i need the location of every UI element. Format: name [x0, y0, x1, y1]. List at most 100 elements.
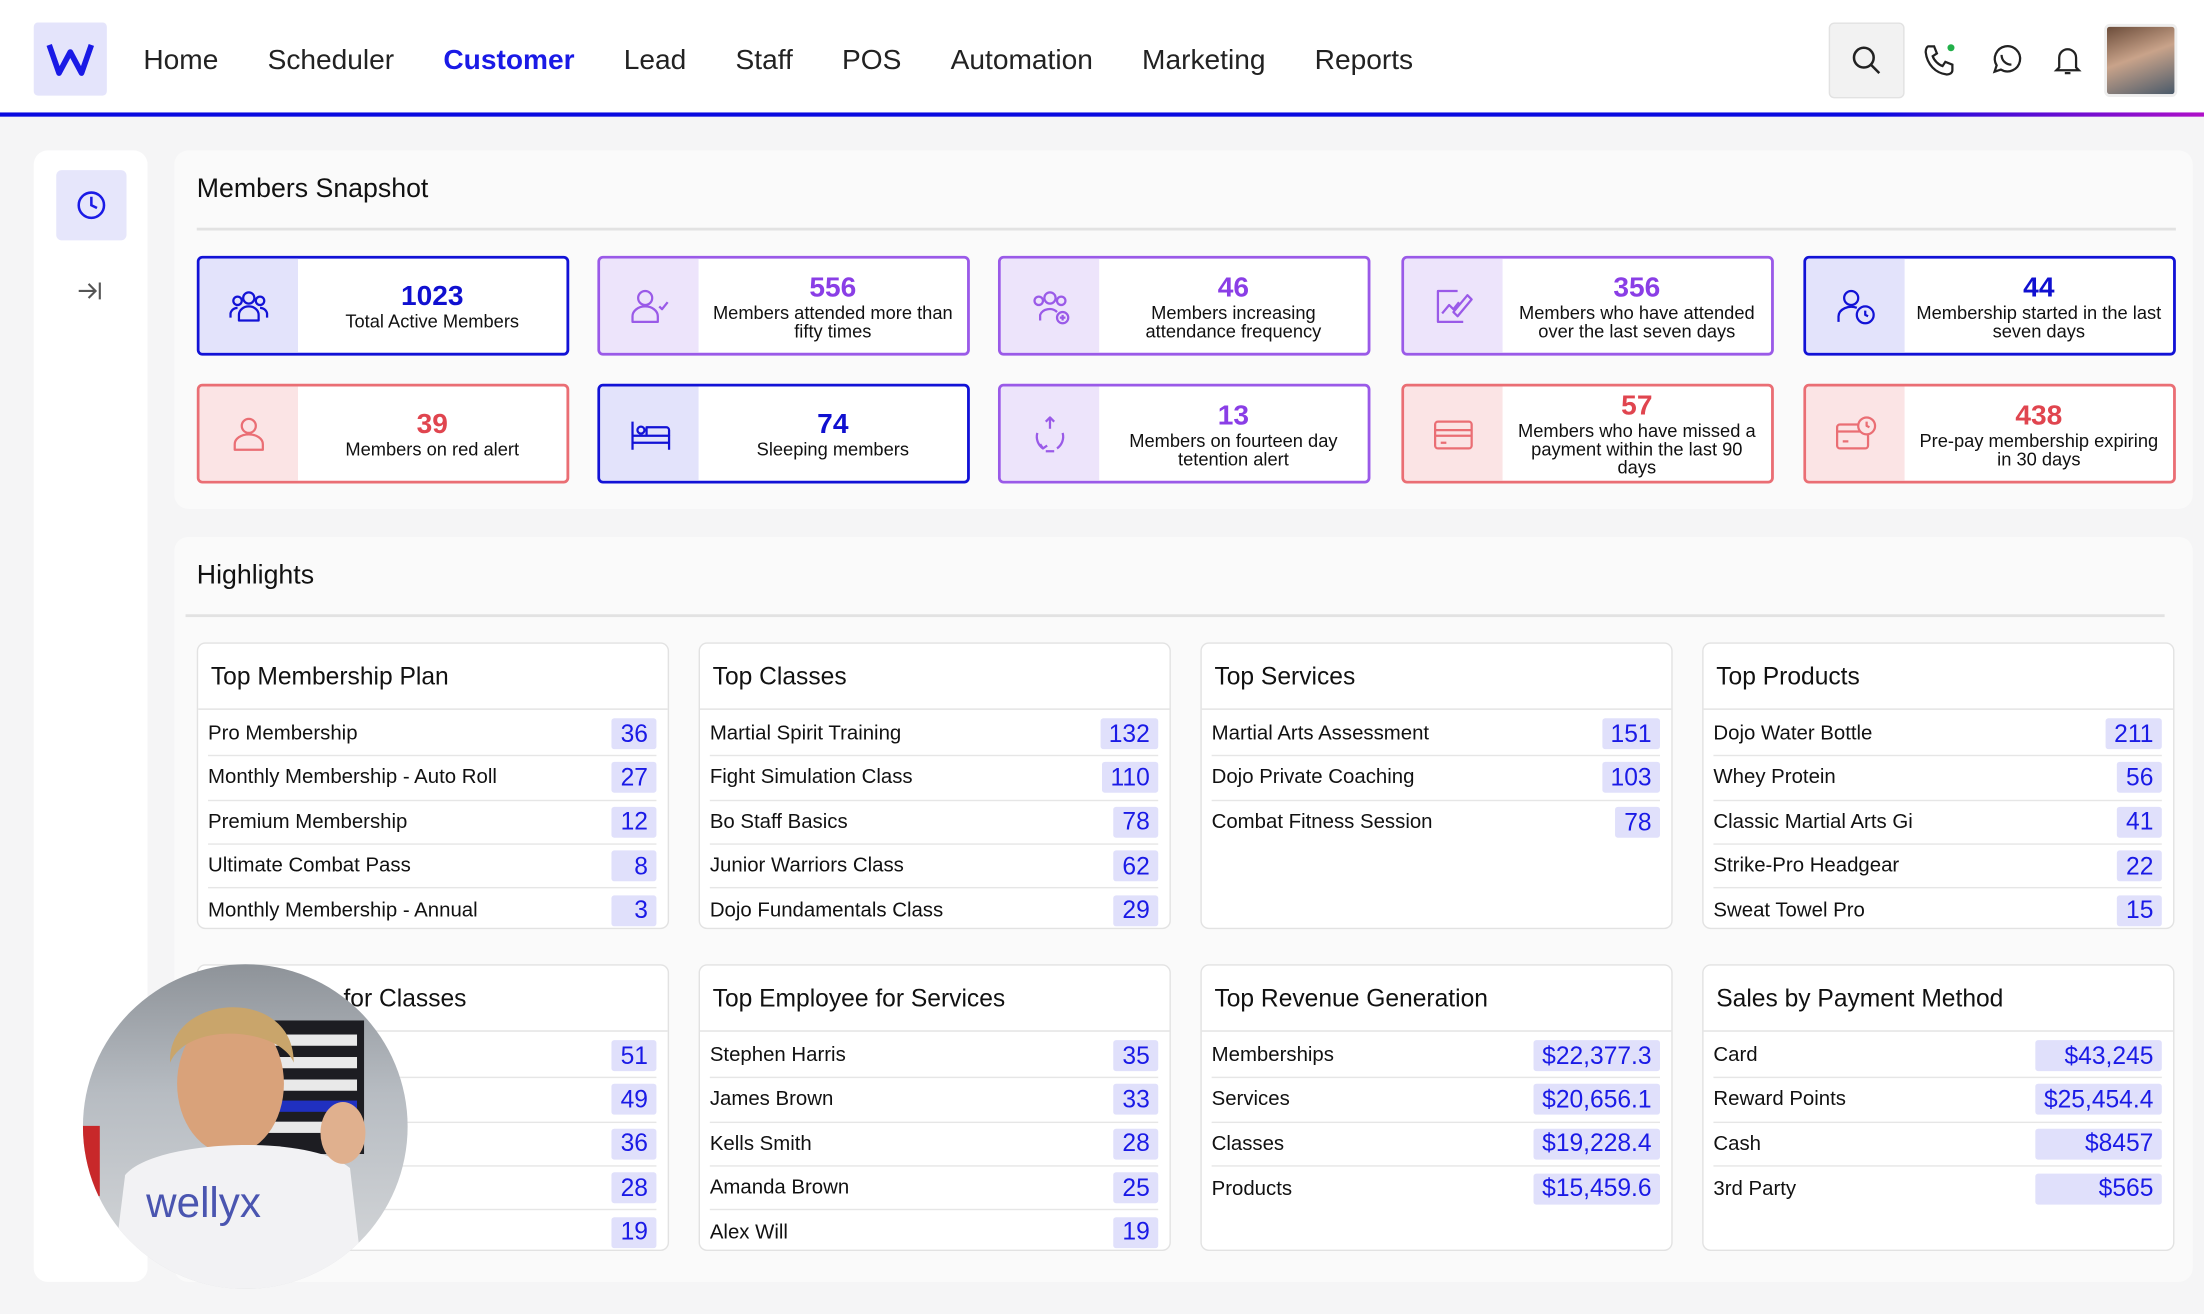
highlight-card: Sales by Payment Method Card $43,245 Reward… — [1702, 964, 2175, 1251]
row-label: Dojo Water Bottle — [1713, 722, 1873, 746]
table-row[interactable]: Monthly Membership - Auto Roll 27 — [208, 757, 657, 801]
user-avatar[interactable] — [2104, 23, 2178, 97]
table-row[interactable]: Fight Simulation Class 110 — [709, 757, 1159, 801]
highlight-card-title: Sales by Payment Method — [1703, 966, 2174, 1032]
row-value-badge: 33 — [1113, 1084, 1159, 1116]
table-row[interactable]: James Brown 33 — [709, 1079, 1159, 1123]
expand-sidebar-button[interactable] — [76, 280, 104, 310]
snapshot-card[interactable]: 39 Members on red alert — [196, 383, 570, 484]
table-row[interactable]: Classes $19,228.4 — [1211, 1123, 1661, 1167]
table-row[interactable]: Combat Fitness Session 78 — [1212, 801, 1661, 845]
phone-button[interactable] — [1902, 22, 1978, 98]
highlight-card: Top Membership Plan Pro Membership 36 Month… — [196, 642, 670, 930]
card-clock-icon — [1806, 386, 1905, 481]
snapshot-label: Members increasing attendance frequency — [1145, 301, 1322, 341]
table-row[interactable]: 19 — [208, 1210, 657, 1254]
table-row[interactable]: 51 — [208, 1035, 657, 1079]
row-label: Products — [1211, 1177, 1293, 1200]
presenter-video-bubble[interactable]: wellyx — [82, 964, 408, 1289]
table-row[interactable]: Amanda Brown 25 — [709, 1166, 1159, 1211]
nav-marketing[interactable]: Marketing — [1142, 44, 1266, 76]
bed-icon — [600, 386, 699, 481]
highlights-title: Highlights — [196, 560, 315, 591]
highlight-card-title: Top Membership Plan — [198, 644, 668, 710]
nav-lead[interactable]: Lead — [623, 44, 687, 76]
table-row[interactable]: Martial Arts Assessment 151 — [1211, 713, 1661, 757]
nav-reports[interactable]: Reports — [1314, 44, 1414, 76]
row-label: Dojo Private Coaching — [1211, 766, 1415, 790]
table-row[interactable]: 3rd Party $565 — [1713, 1166, 2162, 1210]
row-value-badge: 28 — [1113, 1128, 1159, 1160]
table-row[interactable]: Stephen Harris 35 — [709, 1035, 1159, 1079]
highlight-card: Top Classes Martial Spirit Training 132 Fig… — [698, 642, 1171, 930]
nav-staff[interactable]: Staff — [735, 44, 793, 76]
row-value-badge: 132 — [1100, 718, 1159, 750]
table-row[interactable]: Strike-Pro Headgear 22 — [1713, 845, 2162, 889]
table-row[interactable]: Ultimate Combat Pass 8 — [208, 845, 657, 889]
table-row[interactable]: Card $43,245 — [1713, 1035, 2162, 1079]
row-label: 3rd Party — [1713, 1177, 1797, 1200]
table-row[interactable]: Junior Warriors Class 62 — [709, 845, 1159, 889]
table-row[interactable]: Whey Protein 56 — [1713, 757, 2162, 801]
row-label: Classic Martial Arts Gi — [1713, 810, 1913, 834]
table-row[interactable]: Cash $8457 — [1713, 1123, 2162, 1167]
snapshot-value: 57 — [1621, 390, 1653, 422]
table-row[interactable]: Memberships $22,377.3 — [1211, 1035, 1661, 1079]
highlight-card: Top Employee for Services Stephen Harris 3… — [698, 964, 1171, 1254]
table-row[interactable]: Alex Will 19 — [709, 1210, 1159, 1254]
row-label: Premium Membership — [208, 810, 408, 834]
user-icon — [199, 386, 298, 481]
snapshot-label: Membership started in the last seven day… — [1916, 301, 2162, 341]
notifications-button[interactable] — [2030, 22, 2106, 98]
presenter-video-frame: wellyx — [82, 1007, 366, 1289]
shirt-logo-text: wellyx — [145, 1179, 261, 1226]
highlight-card-title: Top Services — [1201, 644, 1672, 710]
table-row[interactable]: Classic Martial Arts Gi 41 — [1713, 801, 2162, 845]
table-row[interactable]: Martial Spirit Training 132 — [709, 713, 1159, 757]
table-row[interactable]: Kells Smith 28 — [709, 1123, 1159, 1167]
table-row[interactable]: Monthly Membership - Annual 3 — [208, 889, 657, 933]
snapshot-card[interactable]: 57 Members who have missed a payment with… — [1401, 383, 1774, 484]
row-label: Whey Protein — [1713, 766, 1836, 790]
table-row[interactable]: Pro Membership 36 — [208, 713, 657, 757]
row-value-badge: $19,228.4 — [1533, 1128, 1661, 1160]
table-row[interactable]: Dojo Fundamentals Class 29 — [709, 889, 1159, 933]
nav-pos[interactable]: POS — [842, 44, 902, 76]
history-button[interactable] — [56, 170, 127, 241]
snapshot-value: 39 — [416, 409, 448, 440]
table-row[interactable]: Products $15,459.6 — [1211, 1166, 1661, 1210]
nav-customer[interactable]: Customer — [443, 44, 575, 76]
row-value-badge: 36 — [611, 1128, 657, 1160]
row-value-badge: $15,459.6 — [1533, 1173, 1661, 1204]
snapshot-value: 74 — [817, 409, 849, 440]
nav-scheduler[interactable]: Scheduler — [267, 44, 395, 76]
row-label: Dojo Fundamentals Class — [709, 899, 944, 922]
nav-home[interactable]: Home — [143, 44, 219, 76]
snapshot-card[interactable]: 13 Members on fourteen day tetention aler… — [997, 383, 1371, 484]
bell-icon — [2053, 48, 2082, 75]
table-row[interactable]: Dojo Water Bottle 211 — [1713, 713, 2162, 757]
table-row[interactable]: Premium Membership 12 — [208, 801, 657, 845]
table-row[interactable]: Dojo Private Coaching 103 — [1211, 757, 1661, 801]
row-label: Fight Simulation Class — [709, 766, 913, 790]
snapshot-card[interactable]: 44 Membership started in the last seven d… — [1803, 255, 2176, 356]
table-row[interactable]: Sweat Towel Pro 15 — [1713, 889, 2162, 933]
snapshot-card[interactable]: 556 Members attended more than fifty time… — [597, 255, 970, 356]
snapshot-card[interactable]: 438 Pre-pay membership expiring in 30 day… — [1803, 383, 2176, 484]
snapshot-card[interactable]: 74 Sleeping members — [597, 383, 970, 484]
wellyx-logo[interactable] — [33, 22, 107, 96]
table-row[interactable]: 49 — [208, 1079, 657, 1123]
search-button[interactable] — [1828, 22, 1905, 99]
snapshot-card[interactable]: 46 Members increasing attendance frequenc… — [997, 255, 1371, 356]
whatsapp-button[interactable] — [1968, 22, 2044, 98]
row-label: Alex Will — [709, 1221, 788, 1244]
row-value-badge: $20,656.1 — [1533, 1084, 1661, 1116]
snapshot-card[interactable]: 1023 Total Active Members — [196, 255, 570, 356]
table-row[interactable]: 28 — [208, 1166, 657, 1211]
snapshot-card[interactable]: 356 Members who have attended over the la… — [1401, 255, 1774, 356]
table-row[interactable]: 36 — [208, 1123, 657, 1167]
table-row[interactable]: Reward Points $25,454.4 — [1713, 1079, 2162, 1123]
table-row[interactable]: Bo Staff Basics 78 — [709, 801, 1159, 845]
nav-automation[interactable]: Automation — [950, 44, 1093, 76]
table-row[interactable]: Services $20,656.1 — [1211, 1079, 1661, 1123]
